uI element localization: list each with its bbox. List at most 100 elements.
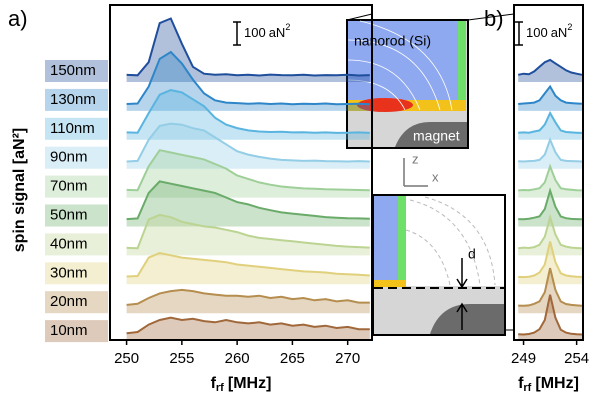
trace (126, 251, 370, 278)
area-fill (518, 294, 582, 340)
scale-bar (515, 21, 523, 46)
plot-area: 249 254 frf [MHz] 100 aN2 b) (484, 4, 589, 394)
area-fill (518, 268, 582, 314)
trace (518, 213, 582, 250)
scale-exp: 2 (567, 22, 572, 32)
x-tick-label: 265 (280, 350, 305, 367)
legend-label: 30nm (50, 264, 88, 281)
trace (126, 149, 370, 192)
scale-value: 100 (526, 25, 548, 40)
legend-box (45, 204, 108, 227)
trace (126, 50, 370, 106)
axis-x: x (432, 169, 439, 184)
area-fill (518, 59, 582, 82)
trace (126, 288, 370, 306)
legend-box (45, 146, 108, 169)
scale-bar (233, 21, 241, 46)
axis-z: z (412, 151, 419, 166)
nanorod (374, 196, 398, 281)
area-fill (518, 86, 582, 111)
magnet-label: magnet (413, 128, 460, 144)
scale-exp: 2 (285, 22, 290, 32)
area-fill (126, 317, 370, 340)
area-fill (126, 214, 370, 256)
legend-label: 150nm (50, 62, 96, 79)
x-label-unit: [MHz] (228, 375, 272, 392)
scale-value: 100 (244, 25, 266, 40)
x-label-unit: [MHz] (535, 375, 579, 392)
shell (458, 21, 466, 111)
legend-label: 10nm (50, 322, 88, 339)
x-label: frf [MHz] (211, 375, 272, 394)
legend-box (45, 117, 108, 140)
distance-label: d (468, 246, 476, 262)
trace (126, 213, 370, 250)
legend-box (45, 88, 108, 111)
legend-label: 110nm (50, 120, 95, 137)
trace (518, 84, 582, 105)
trace (518, 267, 582, 307)
scale-bar-label: 100 aN2 (244, 22, 290, 40)
traces (518, 58, 583, 340)
field-lines (347, 20, 453, 111)
scale-unit: aN (269, 25, 286, 40)
x-tick-label: 250 (114, 350, 139, 367)
area-fill (126, 18, 370, 82)
scale-bar-label: 100 aN2 (526, 22, 572, 40)
distance-arrows (456, 258, 468, 330)
legend-box (45, 291, 108, 314)
inset-bottom: d (372, 194, 514, 336)
legend-label: 20nm (50, 293, 88, 310)
x-tick-label: 249 (511, 350, 536, 367)
trace (518, 136, 582, 163)
trace (126, 89, 370, 134)
area-fill (126, 253, 370, 285)
y-label: spin signal [aN²] (11, 128, 28, 252)
trace (126, 17, 370, 77)
x-label-main: f (211, 375, 217, 392)
area-fill (126, 289, 370, 314)
legend-label: 90nm (50, 149, 88, 166)
legend-box (45, 175, 108, 198)
magnet (395, 122, 467, 147)
legend-label: 70nm (50, 178, 88, 195)
area-fill (518, 217, 582, 256)
trace (518, 294, 582, 336)
plot-area: 150nm 130nm 110nm 90nm 70nm 50nm 40nm 30nm 20nm 1… (8, 4, 373, 394)
legend-box (45, 60, 108, 82)
legend-box (45, 320, 108, 343)
trace (126, 316, 370, 335)
x-tick-label: 270 (335, 350, 360, 367)
trace (518, 110, 582, 134)
x-tick-label: 260 (225, 350, 250, 367)
legend-label: 40nm (50, 235, 88, 252)
legend-box (45, 233, 108, 256)
connector (467, 13, 515, 21)
axes-icon: z x (403, 151, 439, 187)
x-label: frf [MHz] (518, 375, 579, 394)
axes-arrows (403, 158, 428, 187)
legend-label: 50nm (50, 206, 88, 223)
legend-box (45, 262, 108, 285)
panel-label: b) (484, 6, 504, 31)
plot-frame (513, 4, 584, 341)
gap (406, 196, 504, 286)
area-fill (126, 150, 370, 198)
panel-label: a) (8, 6, 28, 31)
scale-unit: aN (551, 25, 568, 40)
area-fill (518, 241, 582, 285)
area-fill (518, 113, 582, 140)
trace (518, 241, 582, 279)
shell (398, 196, 406, 286)
legend-label: 130nm (50, 91, 96, 108)
traces (126, 17, 370, 340)
x-label-main: f (518, 375, 524, 392)
shell-bottom (374, 280, 406, 287)
area-fill (518, 190, 582, 227)
trace (518, 58, 583, 76)
inset-label: nanorod (Si) (354, 33, 431, 49)
trace (126, 122, 370, 163)
nanorod (348, 21, 458, 109)
area-fill (126, 181, 370, 227)
